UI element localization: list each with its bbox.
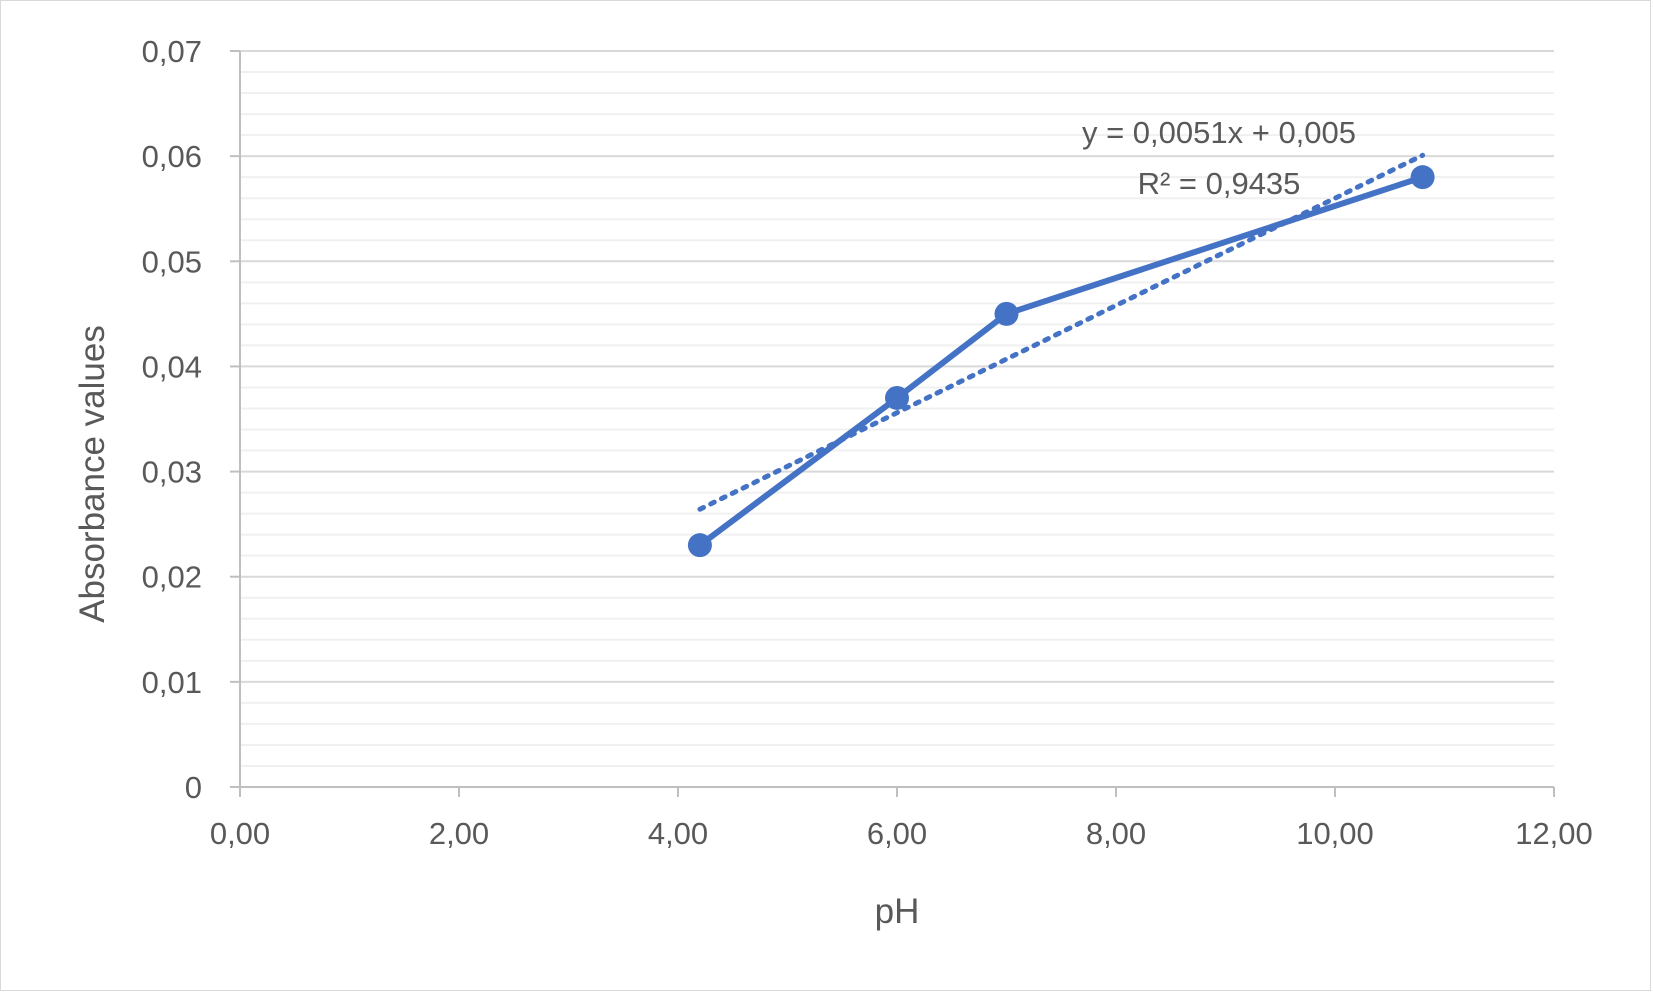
trendline-r-squared: R² = 0,9435 bbox=[1138, 166, 1301, 201]
x-tick-label: 2,00 bbox=[429, 816, 489, 851]
x-axis-tick-labels: 0,00 2,00 4,00 6,00 8,00 10,00 12,00 bbox=[210, 816, 1593, 851]
data-point bbox=[885, 385, 909, 410]
y-tick-label: 0,04 bbox=[142, 349, 202, 384]
trendline-path bbox=[697, 152, 1426, 512]
data-point bbox=[687, 533, 712, 558]
data-point bbox=[994, 301, 1019, 326]
x-tick-label: 10,00 bbox=[1296, 816, 1374, 851]
x-tick-label: 8,00 bbox=[1086, 816, 1146, 851]
y-tick-label: 0,01 bbox=[142, 665, 202, 700]
y-tick-label: 0,07 bbox=[142, 34, 202, 69]
data-series bbox=[687, 165, 1435, 558]
y-axis-title: Absorbance values bbox=[73, 325, 112, 623]
y-tick-label: 0,06 bbox=[142, 139, 202, 174]
major-gridlines bbox=[240, 50, 1554, 683]
y-tick-label: 0 bbox=[185, 770, 202, 805]
trendline-equation: y = 0,0051x + 0,005 bbox=[1082, 115, 1356, 150]
y-tick-label: 0,03 bbox=[142, 455, 202, 490]
minor-gridlines bbox=[240, 71, 1554, 767]
x-tick-label: 6,00 bbox=[867, 816, 927, 851]
x-tick-label: 0,00 bbox=[210, 816, 270, 851]
x-tick-label: 12,00 bbox=[1515, 816, 1593, 851]
y-tick-label: 0,05 bbox=[142, 244, 202, 279]
data-point bbox=[1410, 165, 1435, 190]
trendline bbox=[697, 152, 1426, 512]
x-tick-label: 4,00 bbox=[648, 816, 708, 851]
x-axis-title: pH bbox=[875, 892, 920, 931]
y-axis-tick-labels: 0 0,01 0,02 0,03 0,04 0,05 0,06 0,07 bbox=[142, 34, 202, 805]
axes bbox=[230, 50, 1555, 797]
y-tick-label: 0,02 bbox=[142, 560, 202, 595]
series-line bbox=[698, 174, 1424, 548]
